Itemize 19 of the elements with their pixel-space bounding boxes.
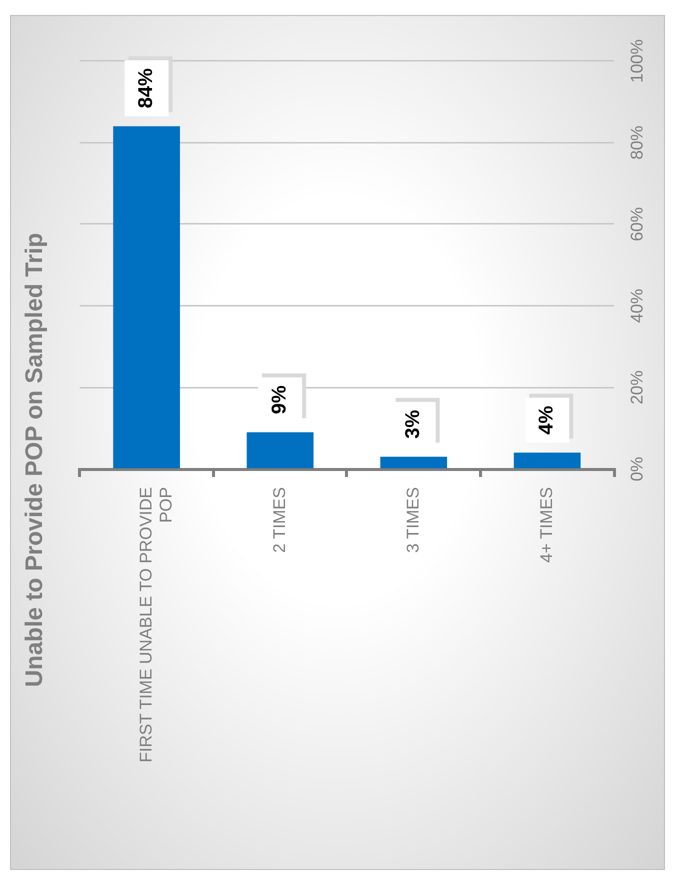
x-tick-label: 3 TIMES bbox=[403, 487, 422, 553]
x-tick-label: FIRST TIME UNABLE TO PROVIDE POP bbox=[136, 487, 176, 763]
bar bbox=[514, 452, 581, 468]
data-label: 3% bbox=[402, 410, 424, 439]
y-tick-label: 20% bbox=[628, 370, 647, 404]
text: Unable to Provide POP on Sampled Trip bbox=[21, 232, 48, 688]
bar bbox=[113, 126, 180, 468]
data-label: 84% bbox=[135, 68, 158, 108]
data-label: 4% bbox=[536, 406, 558, 435]
y-tick-label: 0% bbox=[628, 456, 647, 482]
bar bbox=[380, 456, 448, 468]
y-tick-label: 60% bbox=[628, 207, 647, 242]
bar bbox=[246, 432, 314, 468]
y-tick-label: 40% bbox=[628, 288, 647, 323]
y-tick-label: 100% bbox=[628, 39, 647, 83]
y-tick-label: 80% bbox=[628, 126, 647, 160]
x-tick-label: 2 TIMES bbox=[270, 487, 289, 553]
data-label: 9% bbox=[268, 385, 291, 414]
x-tick-label: 4+ TIMES bbox=[536, 487, 556, 563]
